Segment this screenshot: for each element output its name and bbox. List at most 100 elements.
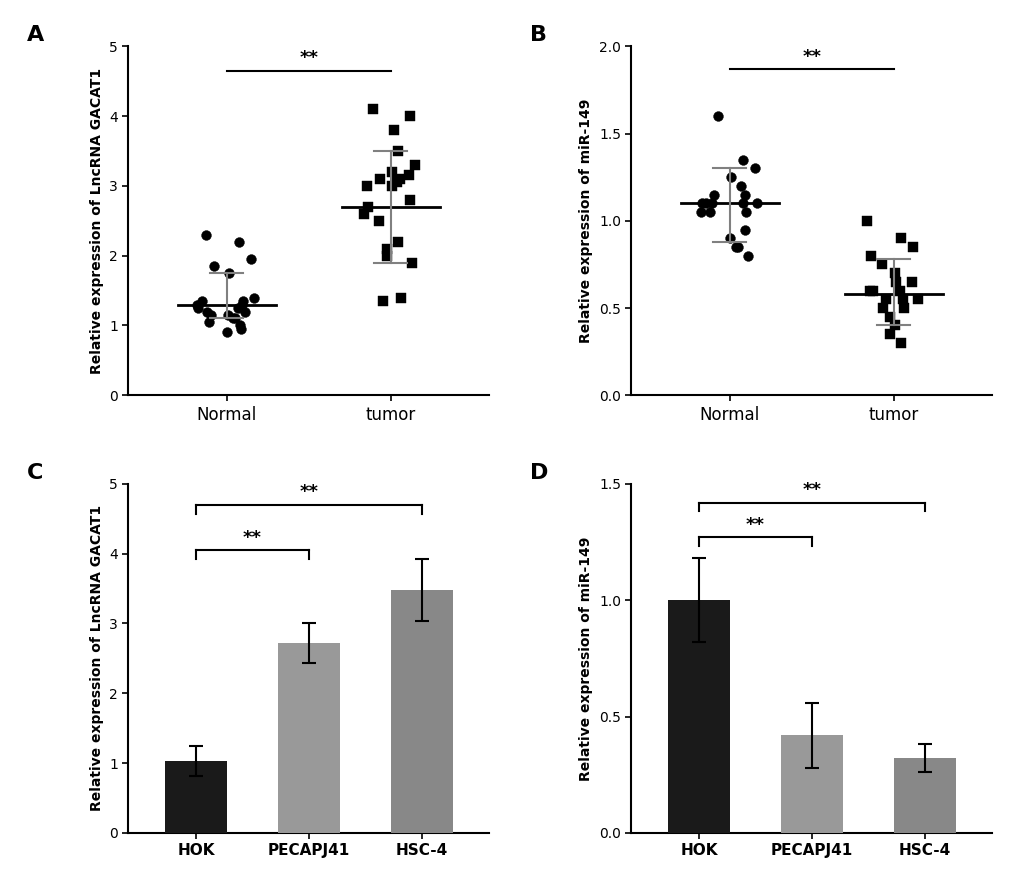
Point: [225, 311, 242, 325]
Point: [693, 197, 709, 211]
Point: [886, 318, 902, 332]
Point: [400, 168, 417, 183]
Point: [887, 266, 903, 280]
Point: [892, 336, 908, 350]
Point: [379, 249, 395, 263]
Point: [734, 152, 750, 167]
Point: [858, 214, 874, 228]
Point: [365, 102, 381, 116]
Point: [692, 205, 708, 219]
Point: [198, 228, 214, 242]
Bar: [277, 643, 339, 833]
Point: [703, 197, 719, 211]
Point: [190, 298, 206, 312]
Point: [234, 294, 251, 308]
Text: **: **: [299, 50, 318, 67]
Point: [697, 197, 713, 211]
Point: [231, 235, 248, 249]
Text: D: D: [530, 463, 548, 483]
Point: [873, 257, 890, 271]
Point: [708, 109, 725, 123]
Point: [389, 235, 406, 249]
Point: [218, 325, 234, 339]
Text: **: **: [802, 481, 820, 499]
Point: [894, 292, 910, 307]
Point: [233, 298, 250, 312]
Text: **: **: [299, 484, 318, 501]
Point: [729, 240, 745, 254]
Point: [385, 123, 401, 137]
Point: [388, 175, 405, 190]
Point: [732, 179, 748, 193]
Point: [401, 109, 418, 123]
Point: [199, 305, 215, 319]
Point: [191, 301, 207, 315]
Point: [360, 199, 376, 214]
Point: [404, 255, 420, 269]
Point: [721, 170, 738, 184]
Point: [383, 179, 399, 193]
Point: [888, 275, 904, 289]
Point: [358, 179, 374, 193]
Point: [201, 315, 217, 329]
Point: [375, 294, 391, 308]
Bar: [165, 761, 227, 833]
Point: [720, 231, 737, 245]
Point: [893, 231, 909, 245]
Point: [233, 322, 250, 336]
Point: [195, 294, 211, 308]
Point: [909, 292, 925, 307]
Point: [371, 214, 387, 228]
Point: [895, 301, 911, 315]
Text: C: C: [28, 463, 44, 483]
Y-axis label: Relative expression of LncRNA GACAT1: Relative expression of LncRNA GACAT1: [90, 67, 104, 374]
Point: [226, 311, 243, 325]
Point: [904, 240, 920, 254]
Point: [737, 205, 753, 219]
Point: [236, 305, 253, 319]
Point: [246, 291, 262, 305]
Point: [202, 308, 218, 323]
Y-axis label: Relative expression of miR-149: Relative expression of miR-149: [579, 536, 593, 781]
Text: **: **: [802, 48, 820, 66]
Point: [356, 206, 372, 221]
Text: **: **: [745, 516, 764, 534]
Y-axis label: Relative expression of LncRNA GACAT1: Relative expression of LncRNA GACAT1: [90, 505, 104, 812]
Point: [407, 158, 423, 172]
Point: [231, 318, 248, 332]
Text: **: **: [243, 529, 262, 547]
Text: A: A: [28, 26, 45, 45]
Point: [389, 144, 406, 158]
Point: [701, 205, 717, 219]
Text: B: B: [530, 26, 547, 45]
Point: [229, 301, 246, 315]
Point: [864, 284, 880, 298]
Point: [746, 161, 762, 175]
Point: [705, 188, 721, 202]
Point: [740, 249, 756, 263]
Point: [874, 301, 891, 315]
Point: [392, 291, 409, 305]
Point: [877, 292, 894, 307]
Point: [880, 327, 897, 341]
Point: [728, 240, 744, 254]
Point: [737, 188, 753, 202]
Point: [881, 310, 898, 324]
Point: [219, 308, 235, 323]
Point: [903, 275, 919, 289]
Bar: [390, 590, 452, 833]
Point: [372, 172, 388, 186]
Point: [736, 222, 752, 237]
Y-axis label: Relative expression of miR-149: Relative expression of miR-149: [579, 98, 593, 343]
Point: [734, 197, 750, 211]
Point: [748, 197, 764, 211]
Point: [401, 193, 418, 207]
Point: [861, 284, 877, 298]
Point: [391, 172, 408, 186]
Point: [378, 242, 394, 256]
Point: [891, 284, 907, 298]
Point: [221, 266, 237, 280]
Bar: [667, 600, 730, 833]
Point: [862, 249, 878, 263]
Point: [383, 165, 399, 179]
